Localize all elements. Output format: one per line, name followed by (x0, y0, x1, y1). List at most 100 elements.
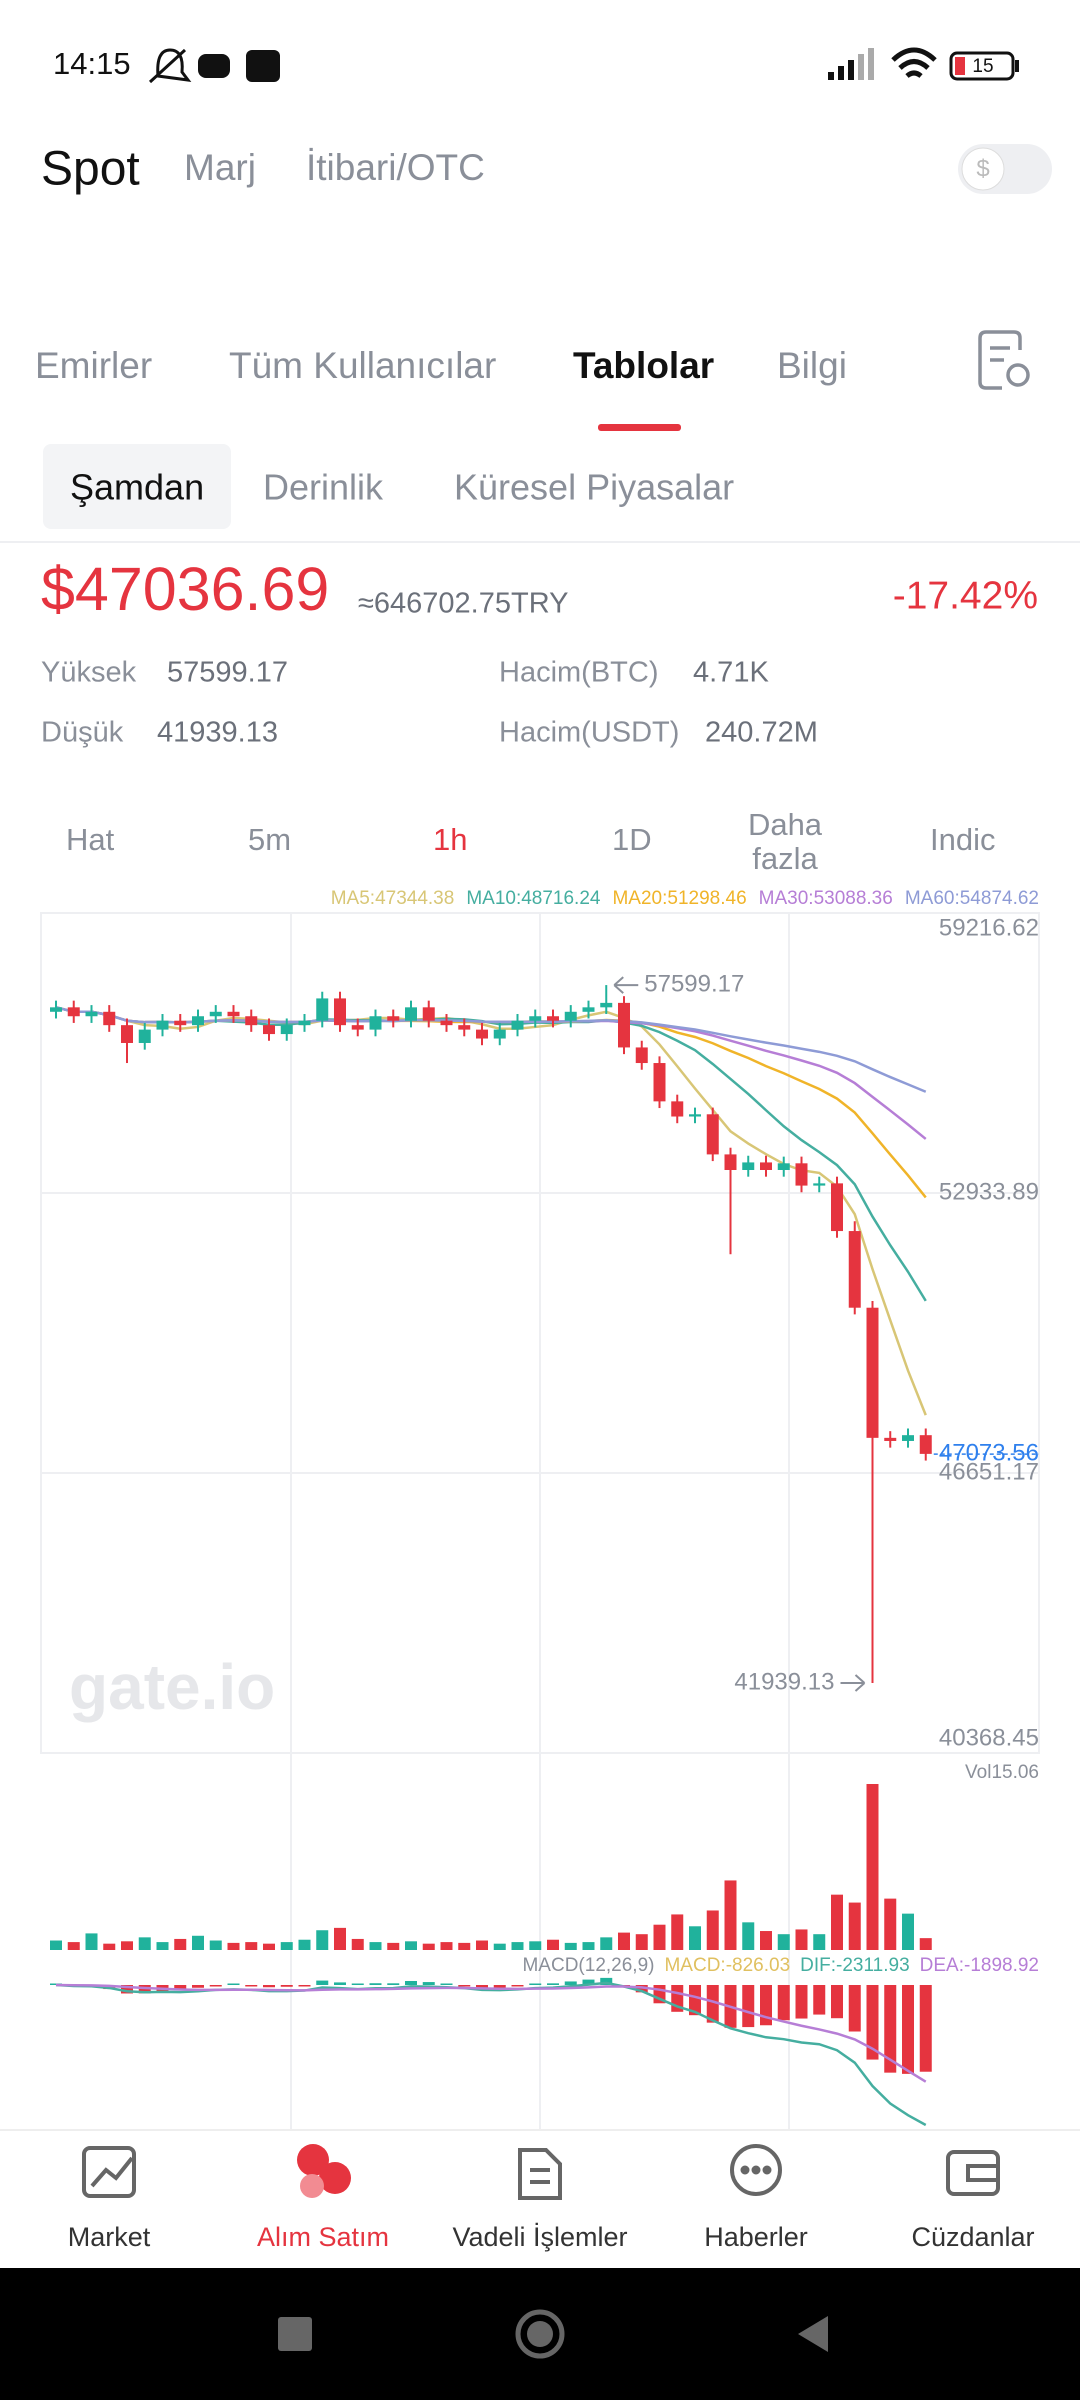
macd-label: MACD:-826.03 (664, 1955, 790, 1976)
macd-bar (192, 1985, 204, 1988)
macd-bar (635, 1985, 648, 1993)
status-icons (148, 47, 1019, 84)
nav-home[interactable] (515, 2309, 565, 2359)
volume-bar (103, 1943, 116, 1950)
volume-bar (67, 1942, 80, 1950)
candle-body (564, 1011, 577, 1021)
macd-bar (600, 1977, 613, 1985)
candle-body (547, 1016, 559, 1021)
volume-bar (334, 1927, 346, 1950)
volume-bar (227, 1942, 240, 1950)
candle-body (245, 1016, 258, 1026)
macd-line (55, 1983, 927, 2083)
macd-bar (440, 1983, 453, 1985)
nav-icons (82, 2144, 1000, 2200)
interval[interactable]: Hat (66, 822, 115, 857)
ma-label: MA30:53088.36 (759, 888, 893, 909)
macd-bar (50, 1983, 62, 1985)
volume-bar (689, 1926, 701, 1950)
macd-bar (227, 1983, 240, 1985)
nav-recent[interactable] (278, 2317, 312, 2351)
toggle[interactable]: $ (958, 144, 1052, 194)
candle-body (387, 1016, 400, 1021)
candle-body (209, 1011, 222, 1017)
volume-bar (138, 1937, 151, 1950)
candle-body (742, 1162, 755, 1170)
macd-bar (706, 1985, 719, 2023)
volume-bar (387, 1942, 400, 1950)
candle-body (121, 1025, 133, 1043)
volume-bar (263, 1943, 275, 1950)
candle-body (919, 1435, 932, 1454)
interval[interactable]: Daha fazla (747, 808, 823, 876)
volume-bar (245, 1942, 258, 1950)
volume-bar (831, 1894, 843, 1950)
volume-bar (742, 1922, 755, 1950)
low-label: 41939.13 (734, 1668, 834, 1695)
chart-tab[interactable]: Küresel Piyasalar (454, 467, 734, 508)
stat-value: 4.71K (693, 657, 769, 689)
watermark: gate.io (69, 1651, 275, 1723)
macd-bar (902, 1985, 914, 2074)
macd-bar (298, 1985, 311, 1987)
nav-back[interactable] (798, 2316, 828, 2352)
nav-label[interactable]: Cüzdanlar (911, 2222, 1034, 2252)
nav-label[interactable]: Alım Satım (257, 2222, 389, 2252)
candle-body (618, 1002, 630, 1048)
header-tab[interactable]: Spot (41, 143, 140, 196)
chart-tab[interactable]: Derinlik (263, 467, 384, 508)
interval[interactable]: 1h (433, 822, 467, 857)
macd-bar (476, 1985, 488, 1989)
macd-bar (334, 1982, 346, 1985)
volume-bar (156, 1942, 169, 1950)
volume-bar (813, 1934, 826, 1950)
header-tab[interactable]: Marj (184, 147, 256, 188)
chart-tab[interactable]: Şamdan (70, 467, 204, 508)
section-tab[interactable]: Emirler (35, 345, 152, 386)
volume-bar (476, 1940, 488, 1950)
candle-body (280, 1025, 293, 1035)
ma-label: MA20:51298.46 (612, 888, 746, 909)
orders-icon[interactable] (978, 330, 1030, 390)
interval[interactable]: 5m (248, 822, 291, 857)
macd-bar (742, 1985, 755, 2028)
candle-body (67, 1007, 80, 1017)
interval[interactable]: 1D (612, 822, 652, 857)
volume-bar (316, 1930, 329, 1950)
nav-label[interactable]: Market (68, 2222, 151, 2252)
section-tab[interactable]: Bilgi (777, 345, 847, 386)
volume-bar (405, 1941, 417, 1950)
status-time: 14:15 (53, 46, 131, 81)
macd-bar (458, 1985, 471, 1987)
macd-bar (813, 1985, 826, 2015)
candle-body (50, 1007, 62, 1012)
candle-body (227, 1011, 240, 1017)
volume-bar (760, 1931, 772, 1950)
nav-label[interactable]: Haberler (704, 2222, 808, 2252)
macd-bar (263, 1985, 275, 1988)
candle-body (476, 1029, 488, 1039)
high-arrow (613, 976, 639, 994)
candle-body (511, 1020, 524, 1030)
volume-bar (369, 1942, 382, 1950)
volume-bar (884, 1898, 897, 1950)
candle-body (724, 1154, 737, 1170)
macd-bar (848, 1985, 861, 2032)
section-tab[interactable]: Tablolar (573, 345, 714, 386)
header-tab[interactable]: İtibari/OTC (306, 147, 485, 188)
stat-value: 41939.13 (157, 717, 278, 749)
section-tab[interactable]: Tüm Kullanıcılar (229, 345, 496, 386)
macd-bar (316, 1980, 329, 1985)
macd-bar (369, 1983, 382, 1985)
volume-bar (582, 1942, 595, 1950)
candle-body (813, 1183, 826, 1186)
candle-body (653, 1063, 666, 1102)
nav-label[interactable]: Vadeli İşlemler (452, 2221, 627, 2252)
interval[interactable]: Indic (930, 822, 995, 857)
interval-more[interactable]: Daha fazla (720, 808, 850, 880)
candle-body (192, 1016, 204, 1026)
y-tick-label: 46651.17 (939, 1458, 1039, 1485)
ma-label: MA10:48716.24 (466, 888, 601, 909)
price: $47036.69 (41, 555, 329, 623)
